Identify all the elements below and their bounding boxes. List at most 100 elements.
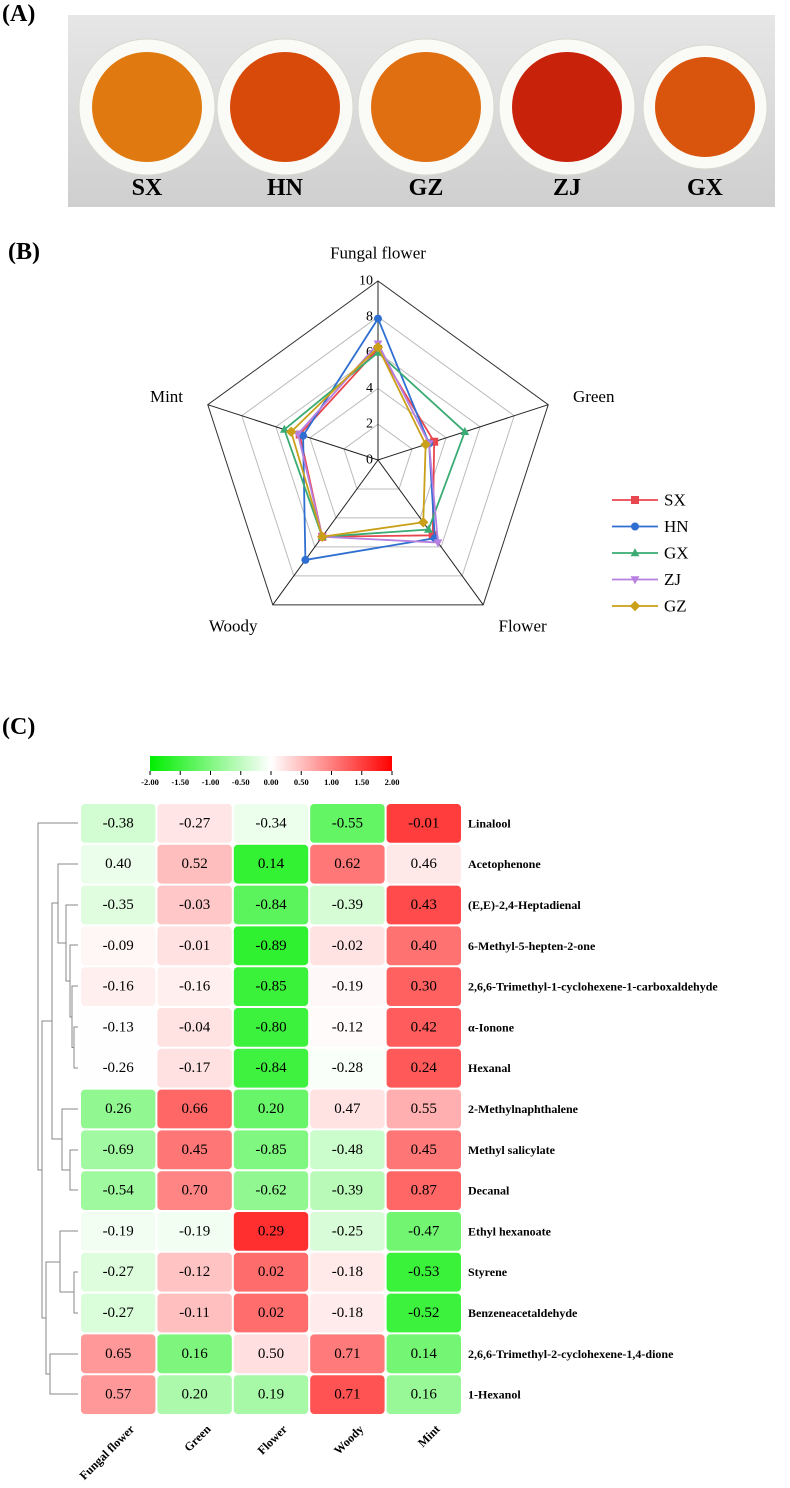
- cell-label: -0.03: [179, 897, 210, 913]
- series-line: [297, 342, 439, 544]
- cell-label: -0.39: [332, 897, 363, 913]
- cell-label: 0.30: [411, 979, 437, 995]
- heatmap-cell: [310, 885, 385, 925]
- series-line: [290, 345, 427, 538]
- legend-marker: [630, 548, 640, 557]
- heatmap-cell: [386, 804, 461, 843]
- cell-label: 0.42: [411, 1019, 437, 1035]
- heatmap-cell: [233, 967, 309, 1006]
- cell-label: -0.12: [332, 1019, 363, 1035]
- row-label: Styrene: [468, 1265, 508, 1279]
- heatmap-cell: [157, 1089, 232, 1129]
- cell-label: 0.52: [181, 856, 207, 872]
- colorbar-label: 1.50: [354, 777, 369, 787]
- heatmap-cell: [310, 804, 385, 843]
- colorbar: [150, 756, 392, 771]
- cell-label: -0.48: [332, 1142, 363, 1158]
- colorbar-label: 0.50: [294, 777, 309, 787]
- data-point: [372, 342, 384, 353]
- cell-label: -0.19: [179, 1223, 210, 1239]
- heatmap-cell: [233, 804, 309, 843]
- cup-label: SX: [132, 175, 163, 201]
- cell-label: -0.28: [332, 1060, 363, 1076]
- row-label: Ethyl hexanoate: [468, 1224, 552, 1238]
- heatmap-cell: [386, 1048, 461, 1088]
- cell-label: 0.62: [334, 856, 360, 872]
- heatmap-cell: [310, 1130, 385, 1170]
- r-tick-label: 2: [366, 417, 373, 432]
- cell-label: 0.55: [411, 1101, 437, 1117]
- heatmap-cell: [81, 844, 156, 884]
- cell-label: 0.40: [105, 856, 131, 872]
- row-label: 2,6,6-Trimethyl-2-cyclohexene-1,4-dione: [468, 1347, 674, 1361]
- series-line: [302, 316, 436, 561]
- data-point: [374, 314, 382, 323]
- cell-label: -0.01: [408, 815, 439, 831]
- colorbar-label: -1.50: [171, 777, 189, 787]
- tea: [371, 52, 481, 162]
- panel-label: (B): [8, 239, 40, 265]
- heatmap-cell: [386, 1171, 461, 1210]
- heatmap-cell: [81, 1130, 156, 1170]
- data-point: [285, 426, 297, 437]
- heatmap-cell: [310, 926, 385, 966]
- cell-label: 0.65: [105, 1346, 131, 1362]
- row-label: Acetophenone: [468, 857, 541, 871]
- heatmap-cell: [233, 1334, 309, 1374]
- data-point: [293, 430, 303, 439]
- heatmap-cell: [81, 1008, 156, 1047]
- colorbar-label: -1.00: [202, 777, 220, 787]
- heatmap-cell: [233, 1375, 309, 1414]
- row-label: 1-Hexanol: [468, 1388, 521, 1402]
- cell-label: -0.62: [255, 1183, 286, 1199]
- colorbar-label: 2.00: [385, 777, 400, 787]
- heatmap-cell: [386, 967, 461, 1006]
- cell-label: 0.16: [181, 1346, 208, 1362]
- r-tick-label: 4: [366, 381, 373, 396]
- cell-label: -0.27: [103, 1264, 135, 1280]
- heatmap-cell: [386, 1130, 461, 1170]
- column-label: Mint: [415, 1422, 443, 1450]
- legend-label: GZ: [664, 597, 687, 616]
- heatmap-cell: [386, 885, 461, 925]
- cell-label: -0.04: [179, 1019, 211, 1035]
- panel-label: (C): [2, 714, 35, 740]
- tea: [512, 52, 622, 162]
- legend-label: SX: [664, 491, 686, 510]
- tea: [230, 52, 340, 162]
- heatmap-cell: [157, 1293, 232, 1333]
- cell-label: 0.20: [181, 1387, 207, 1403]
- heatmap-cell: [81, 1212, 156, 1251]
- heatmap-cell: [233, 844, 309, 884]
- heatmap-cell: [310, 1212, 385, 1251]
- grid-ring: [207, 280, 549, 606]
- series-line: [298, 347, 436, 538]
- cell-label: -0.02: [332, 938, 363, 954]
- axis-line: [272, 459, 379, 606]
- colorbar-label: -2.00: [141, 777, 159, 787]
- r-tick-label: 8: [366, 309, 373, 324]
- heatmap-cell: [157, 967, 232, 1006]
- heatmap-cell: [310, 1171, 385, 1210]
- cell-label: 0.02: [258, 1264, 284, 1280]
- legend-label: ZJ: [664, 570, 681, 589]
- legend-marker: [631, 522, 639, 531]
- grid-ring: [309, 387, 447, 519]
- data-point: [420, 439, 431, 450]
- heatmap-cell: [157, 1252, 232, 1292]
- data-point: [418, 517, 429, 528]
- row-label: Hexanal: [468, 1061, 511, 1075]
- axis-label: Flower: [498, 616, 547, 635]
- cell-label: -0.17: [179, 1060, 211, 1076]
- heatmap-cell: [157, 1334, 232, 1374]
- cell-label: 0.16: [411, 1387, 438, 1403]
- dendrogram: [37, 822, 78, 1395]
- cell-label: -0.19: [332, 979, 363, 995]
- heatmap-cell: [310, 1008, 385, 1047]
- heatmap-cell: [81, 967, 156, 1006]
- cell-label: -0.85: [255, 1142, 286, 1158]
- data-point: [433, 539, 443, 548]
- heatmap-cell: [81, 1252, 156, 1292]
- cell-label: -0.85: [255, 979, 286, 995]
